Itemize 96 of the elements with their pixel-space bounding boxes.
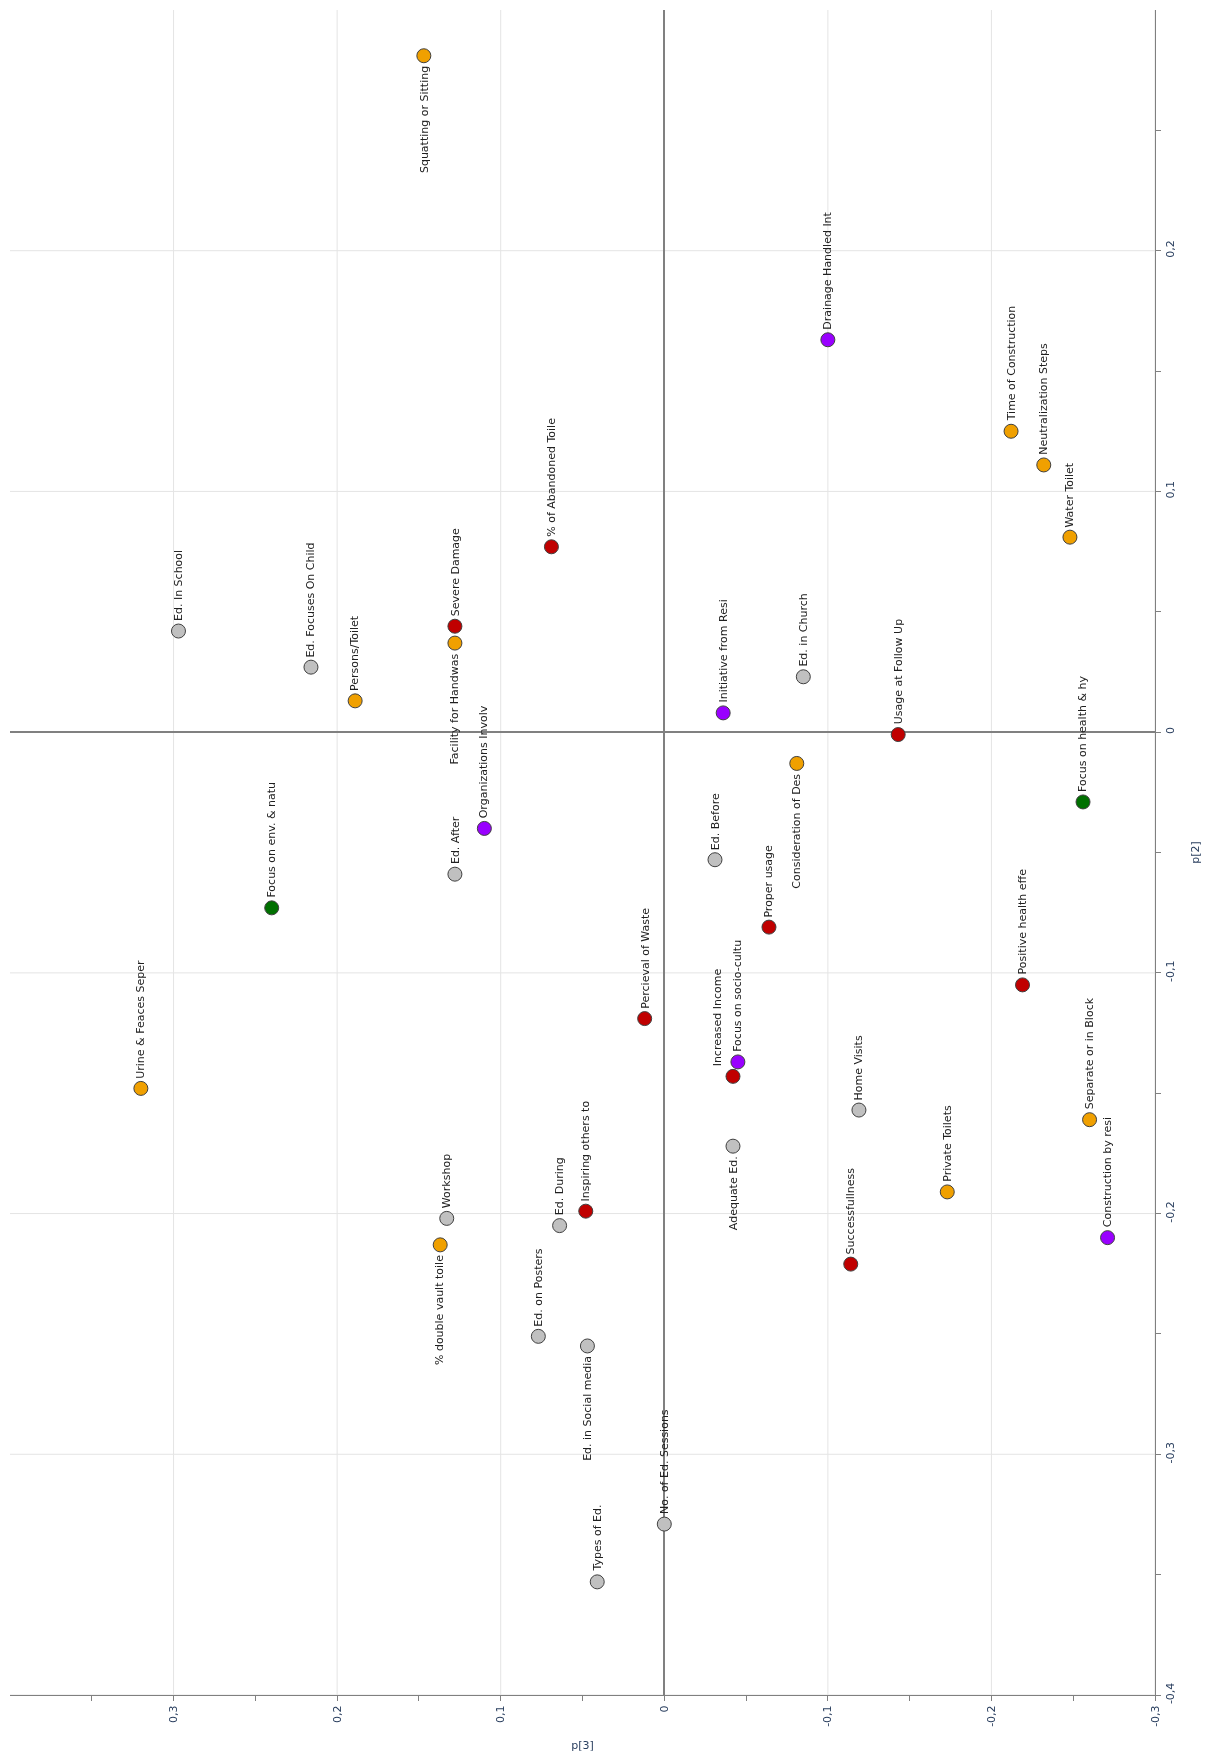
x-tick-label: 0,1 [494, 1705, 508, 1723]
point [761, 919, 777, 935]
point [939, 1184, 955, 1200]
y-tick-label: 0 [1164, 726, 1178, 734]
point [890, 727, 906, 743]
point [707, 852, 723, 868]
point [447, 618, 463, 634]
y-tick-label: -0,2 [1164, 1201, 1178, 1223]
annotation: Urine & Feaces Seper [133, 960, 147, 1079]
y-tick-label: -0,4 [1164, 1682, 1178, 1705]
point [725, 1068, 741, 1084]
x-tick-label: -0,3 [1148, 1705, 1162, 1727]
y-tick-label: -0,1 [1164, 960, 1178, 982]
point [1015, 977, 1031, 993]
annotation: Ed. After [448, 816, 462, 865]
annotation: Time of Construction [1004, 305, 1018, 422]
annotation: Home Visits [852, 1035, 866, 1101]
point [589, 1574, 605, 1590]
annotation: Water Toilet [1063, 462, 1077, 528]
point [656, 1516, 672, 1532]
annotation: Ed. In School [171, 549, 185, 622]
point [843, 1256, 859, 1272]
annotation: Ed. During [552, 1157, 566, 1216]
point [1036, 457, 1052, 473]
point [820, 332, 836, 348]
point [730, 1054, 746, 1070]
point [1075, 794, 1091, 810]
point [303, 659, 319, 675]
annotation: Percieval of Waste [638, 907, 652, 1009]
annotation: Squatting or Sitting [417, 65, 431, 174]
annotation: Drainage Handled Int [821, 211, 835, 330]
point [1062, 529, 1078, 545]
annotation: Positive health effe [1015, 868, 1029, 975]
annotation: Types of Ed. [590, 1504, 604, 1572]
x-tick-label: 0,3 [167, 1705, 181, 1723]
annotation: Ed. on Posters [532, 1248, 545, 1327]
point [851, 1102, 867, 1118]
annotation: Persons/Toilet [348, 615, 362, 691]
point [789, 755, 805, 771]
y-tick-label: 0,1 [1164, 481, 1178, 499]
x-tick-label: -0,1 [821, 1705, 835, 1727]
annotation: % of Abandoned Toile [545, 417, 559, 537]
annotation: Focus on env. & natu [264, 781, 278, 898]
annotation: Private Toilets [940, 1105, 954, 1182]
x-tick-label: 0,2 [330, 1705, 344, 1723]
point [530, 1328, 546, 1344]
point [347, 693, 363, 709]
annotation: Organizations Involv [477, 705, 491, 819]
annotation: Focus on health & hy [1076, 675, 1090, 792]
point [578, 1203, 594, 1219]
annotation: Initiative from Resi [716, 599, 730, 703]
point [637, 1011, 653, 1027]
point [1100, 1230, 1116, 1246]
annotation: Usage at Follow Up [892, 618, 906, 725]
point [447, 635, 463, 651]
annotation: Focus on socio-cultu [730, 939, 744, 1052]
annotation: No. of Ed. Sessions [657, 1409, 671, 1514]
point [447, 866, 463, 882]
point [416, 48, 432, 64]
annotation: Construction by resi [1100, 1116, 1114, 1228]
point [133, 1080, 149, 1096]
point [170, 623, 186, 639]
annotation: Severe Damage [448, 527, 462, 617]
annotation: % double vault toile [433, 1254, 447, 1366]
y-axis-title: p[2] [1189, 841, 1203, 864]
point [476, 820, 492, 836]
annotation: Proper usage [762, 844, 776, 918]
y-tick-label: 0,2 [1164, 240, 1178, 258]
point [1003, 423, 1019, 439]
annotation: Inspiring others to [579, 1100, 593, 1202]
point [1082, 1112, 1098, 1128]
point [725, 1138, 741, 1154]
annotation: Ed. in Church [797, 593, 811, 667]
point [439, 1210, 455, 1226]
annotation: Workshop [440, 1153, 454, 1209]
point [543, 539, 559, 555]
x-tick-label: -0,2 [985, 1705, 999, 1727]
y-tick-label: -0,3 [1164, 1441, 1178, 1464]
point [715, 705, 731, 721]
x-tick-label: 0 [657, 1705, 671, 1713]
x-axis-title: p[3] [571, 1739, 594, 1753]
point [432, 1237, 448, 1253]
annotation: Facility for Handwas [448, 653, 462, 765]
annotation: Ed. in Social media [580, 1356, 594, 1461]
point [795, 669, 811, 685]
point [579, 1338, 595, 1354]
annotation: Consideration of Des [789, 773, 803, 889]
annotation: Increased Income [710, 968, 724, 1067]
annotation: Neutralization Steps [1036, 342, 1050, 455]
point [552, 1218, 568, 1234]
annotation: Separate or in Block [1082, 997, 1096, 1110]
annotation: Ed. Before [708, 793, 722, 851]
point [264, 900, 280, 916]
annotation: Successfullness [844, 1167, 858, 1255]
annotation: Adequate Ed. [726, 1156, 740, 1231]
annotation: Ed. Focuses On Child [304, 542, 318, 658]
